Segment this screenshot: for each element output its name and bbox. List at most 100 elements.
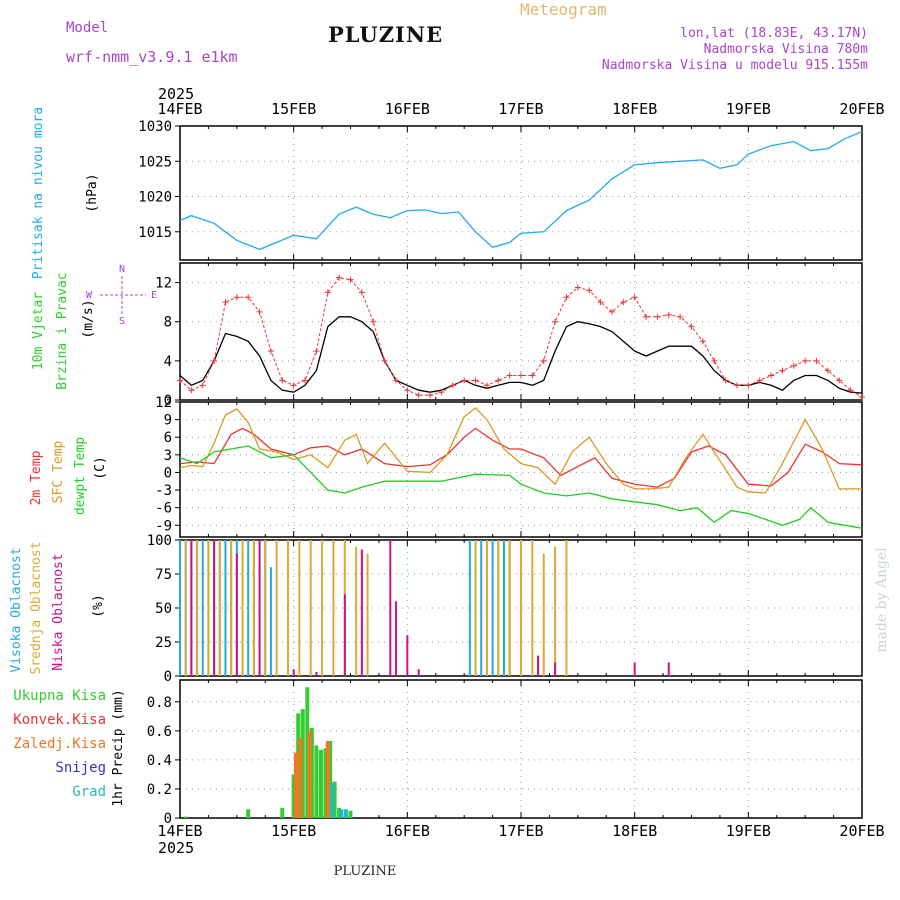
wind-gust-mark: [688, 323, 695, 330]
wind-gust-mark: [745, 382, 752, 389]
model-label: Model: [66, 20, 109, 36]
wind-gust-mark: [461, 377, 468, 384]
wind-gust-mark: [733, 382, 740, 389]
wind-gust-mark: [302, 377, 309, 384]
precip_total-bar: [328, 741, 333, 818]
precip_total-bar: [314, 745, 319, 818]
y-tick-label: 0: [164, 465, 172, 481]
precip_total-bar: [296, 713, 301, 818]
hail-bar: [339, 809, 344, 818]
compass-e: E: [151, 290, 157, 301]
footer-location: PLUZINE: [334, 864, 397, 879]
y-tick-label: 25: [155, 635, 172, 651]
wind-gust-mark: [324, 289, 331, 296]
wind-gust-mark: [415, 392, 422, 399]
wind-gust-mark: [586, 287, 593, 294]
y-tick-label: 50: [155, 601, 172, 617]
temp-ylabel-dewpt: dewpt Temp: [73, 437, 88, 515]
precip-legend-item: Zaledj.Kisa: [13, 736, 106, 752]
date-tick-bottom: 17FEB: [498, 822, 543, 840]
model-name: wrf-nmm_v3.9.1 e1km: [66, 48, 238, 66]
precip-legend-item: Ukupna Kisa: [13, 688, 106, 704]
panel-frame-pressure: [179, 125, 863, 261]
wind-gust-mark: [438, 389, 445, 396]
precip_total-bar: [348, 810, 353, 818]
panel-frame-precip: [179, 679, 863, 819]
wind-ylabel-1: 10m Vjetar: [31, 292, 46, 370]
wind-gust-mark: [665, 311, 672, 318]
wind-gust-mark: [563, 294, 570, 301]
precip_total-bar: [337, 807, 342, 818]
wind-gust-mark: [824, 367, 831, 374]
date-tick-top: 15FEB: [271, 100, 316, 118]
precip_frz-bar: [298, 738, 303, 818]
location-title: PLUZINE: [328, 22, 444, 47]
date-tick-top: 19FEB: [726, 100, 771, 118]
year-label-bottom: 2025: [158, 839, 194, 857]
wind-gust-mark: [722, 377, 729, 384]
precip_total-bar: [183, 816, 188, 818]
wind-gust-mark: [779, 367, 786, 374]
pressure-unit: (hPa): [85, 173, 100, 212]
y-tick-label: 0: [164, 811, 172, 827]
wind-gust-mark: [620, 299, 627, 306]
wind-gust-mark: [404, 387, 411, 394]
panel-frame-temperature: [179, 401, 863, 538]
y-tick-label: 100: [147, 533, 172, 549]
precip_total-bar: [309, 727, 314, 818]
temp2m-line: [179, 427, 863, 488]
precip-ylabel: 1hr Precip (mm): [111, 689, 126, 806]
elevation-label: Nadmorska Visina 780m: [703, 42, 868, 57]
wind-gust-mark: [495, 377, 502, 384]
y-tick-label: 0.8: [147, 695, 172, 711]
wind-gust-mark: [506, 372, 513, 379]
wind-gust-mark: [222, 299, 229, 306]
date-tick-bottom: 20FEB: [839, 822, 884, 840]
wind-gust-mark: [756, 377, 763, 384]
date-tick-bottom: 18FEB: [612, 822, 657, 840]
wind-gust-mark: [643, 313, 650, 320]
wind-gust-mark: [199, 382, 206, 389]
hail-bar: [343, 809, 348, 818]
wind-gust-mark: [483, 382, 490, 389]
wind-gust-mark: [552, 318, 559, 325]
y-tick-label: -6: [155, 501, 172, 517]
wind-gust-mark: [802, 357, 809, 364]
temp-ylabel-2m: 2m Temp: [29, 450, 44, 505]
y-tick-label: 75: [155, 567, 172, 583]
date-tick-top: 17FEB: [498, 100, 543, 118]
wind-gust-mark: [177, 377, 183, 384]
wind-gust-mark: [370, 318, 377, 325]
wind-gust-mark: [381, 357, 388, 364]
wind-gust-mark: [188, 387, 195, 394]
precip_frz-bar: [325, 741, 330, 818]
y-tick-label: 1020: [138, 190, 172, 206]
wind-gust-mark: [267, 348, 274, 355]
date-tick-bottom: 19FEB: [726, 822, 771, 840]
wind-gust-mark: [847, 387, 854, 394]
precip_total-bar: [305, 687, 310, 818]
date-tick-bottom: 15FEB: [271, 822, 316, 840]
date-tick-top: 16FEB: [385, 100, 430, 118]
precip-legend-item: Grad: [72, 784, 106, 800]
wind-gust-mark: [654, 313, 661, 320]
wind-unit: (m/s): [81, 299, 96, 338]
precip_total-bar: [318, 749, 323, 818]
y-tick-label: 0.6: [147, 724, 172, 740]
wind-gust-mark: [529, 372, 536, 379]
wind-gust-mark: [313, 348, 320, 355]
wind-ylabel-2: Brzina i Pravac: [55, 272, 70, 389]
y-tick-label: 0.4: [147, 753, 172, 769]
wind-gust-mark: [290, 382, 297, 389]
wind-gust-mark: [245, 294, 252, 301]
wind-gust-mark: [472, 377, 479, 384]
product-title: Meteogram: [520, 0, 607, 19]
wind-gust-mark: [233, 294, 240, 301]
temp-unit: (C): [93, 456, 108, 479]
cloud-ylabel-mid: Srednja Oblacnost: [29, 541, 44, 674]
sfc-line: [179, 407, 862, 494]
y-tick-label: 0.2: [147, 782, 172, 798]
wind-gust-mark: [449, 382, 456, 389]
y-tick-label: 12: [155, 395, 172, 411]
